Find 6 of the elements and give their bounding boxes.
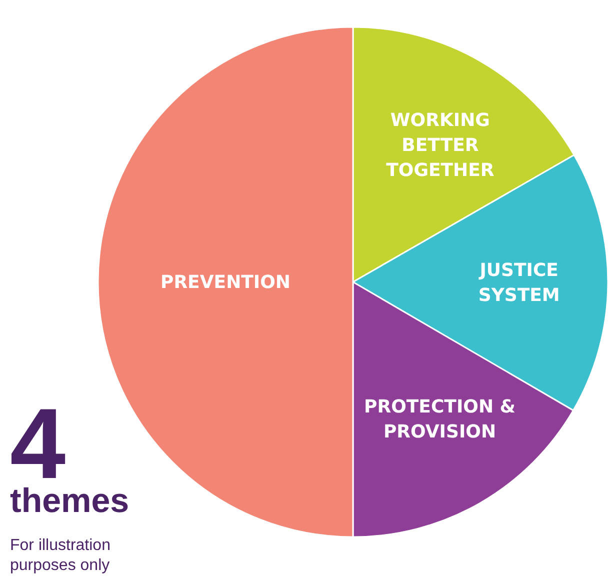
slice-label: PROTECTION & PROVISION: [364, 396, 516, 442]
text: For illustration purposes only: [10, 537, 110, 574]
slice-label: JUSTICE SYSTEM: [478, 259, 560, 306]
slice-label: WORKING BETTER TOGETHER: [386, 110, 494, 181]
slice-label: PREVENTION: [160, 272, 290, 292]
text: themes: [10, 482, 130, 520]
